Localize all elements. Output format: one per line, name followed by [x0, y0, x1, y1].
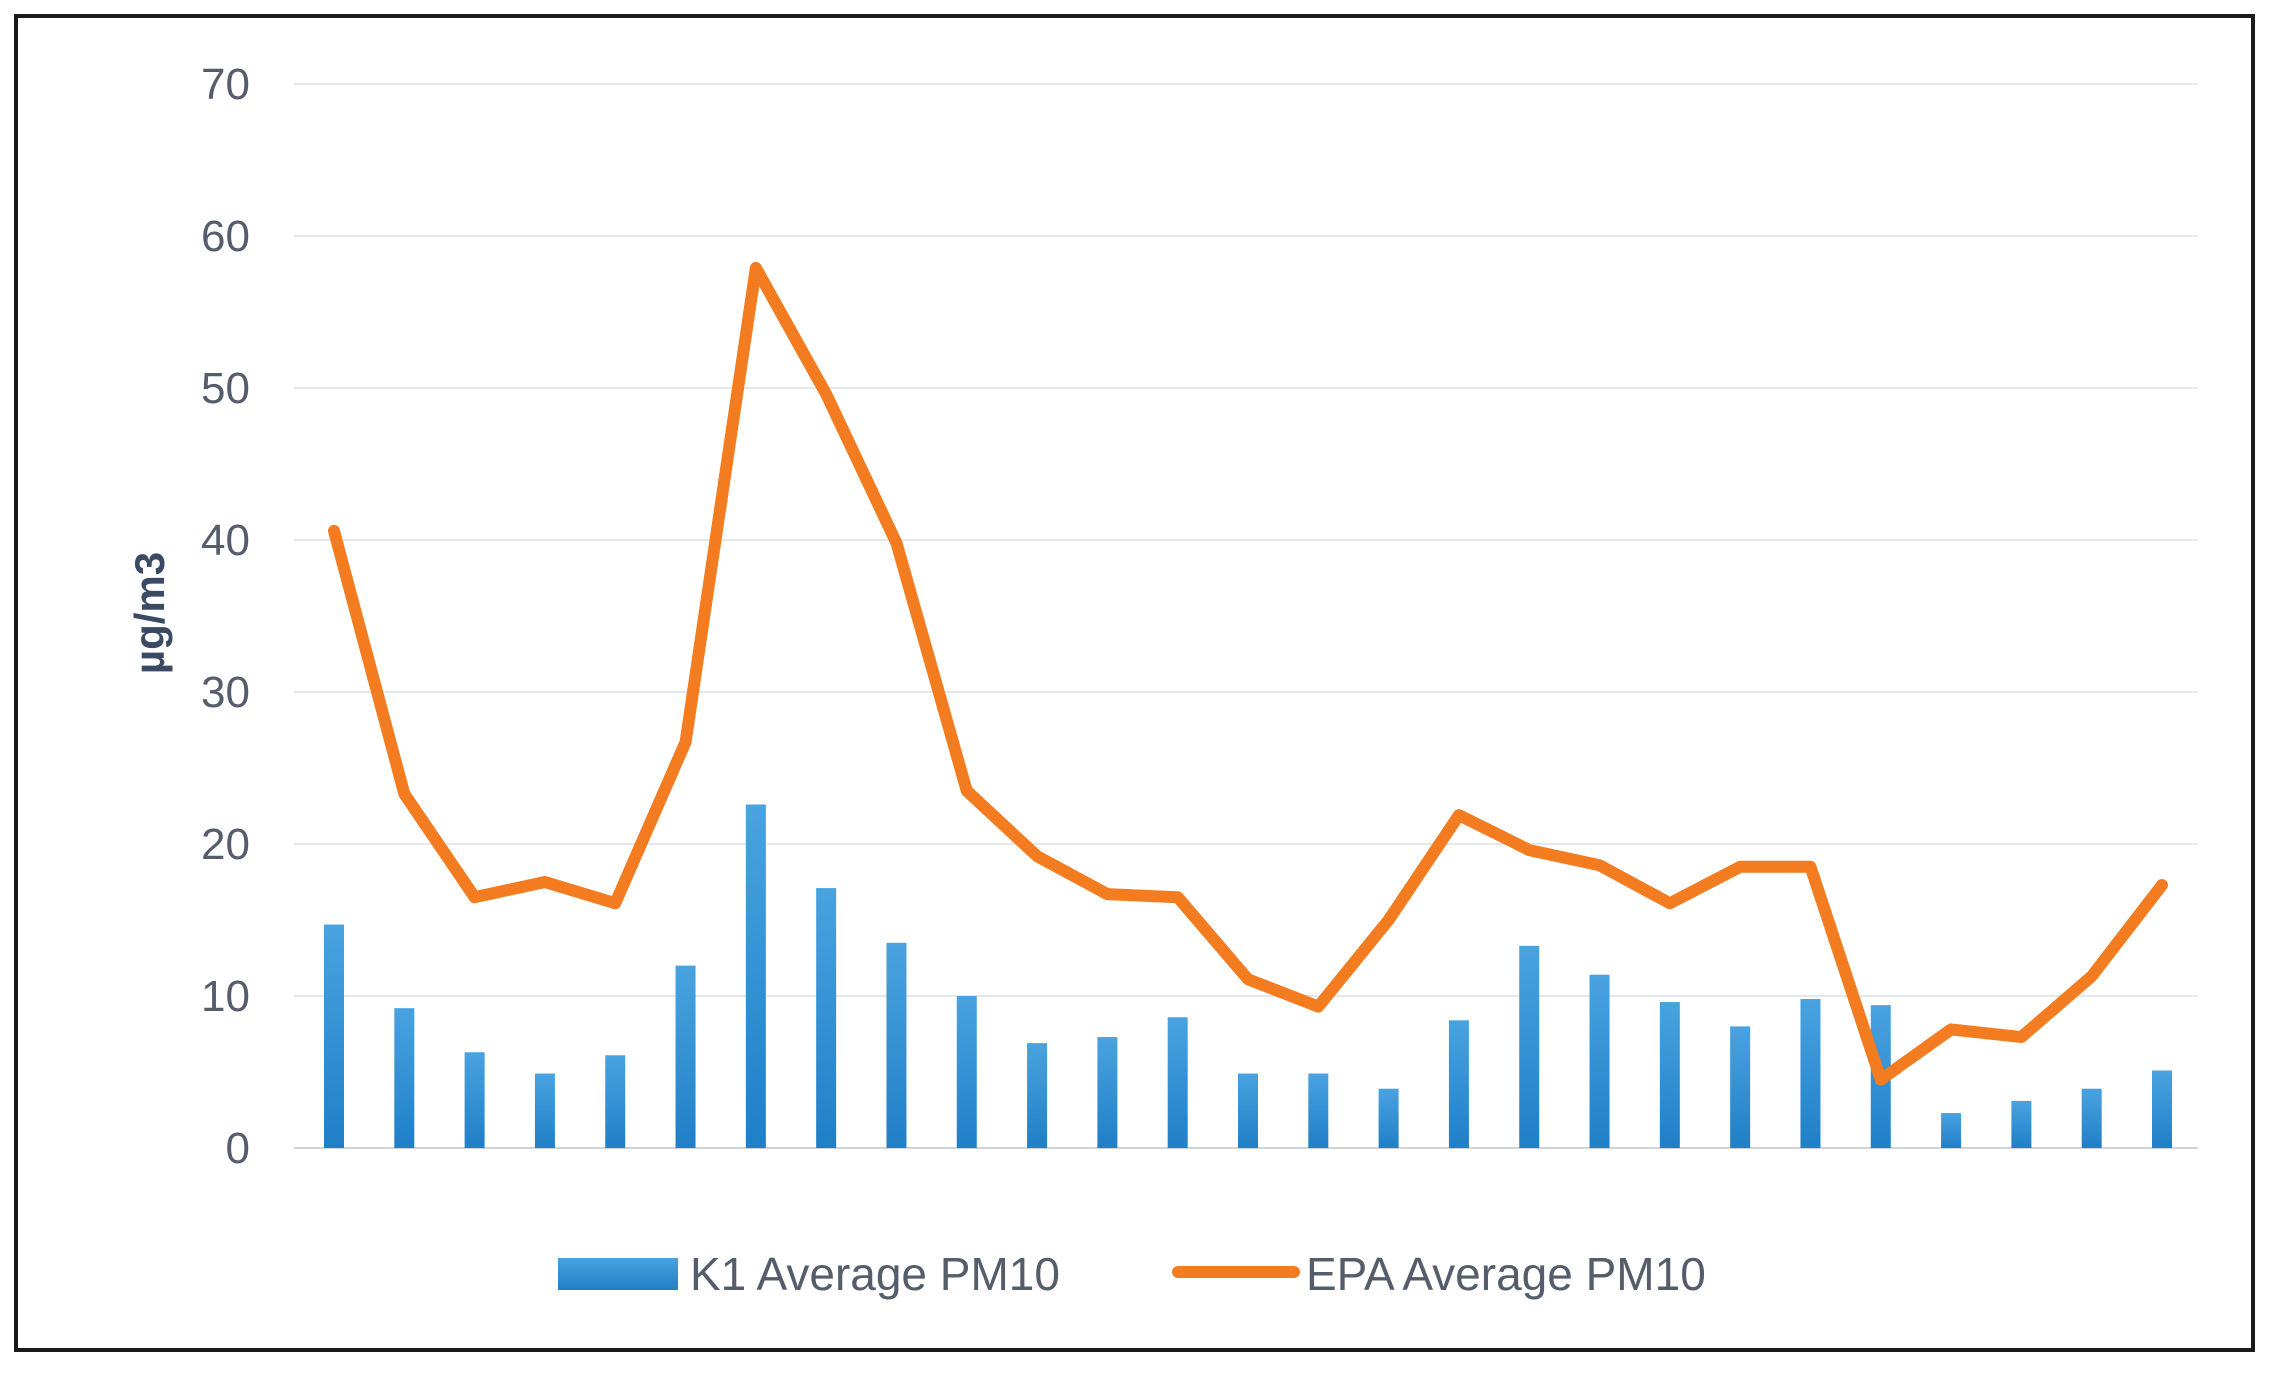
line-epa-average-pm10: [328, 261, 2168, 1086]
bar-k1-2: [394, 1008, 415, 1148]
bar-k1-7: [745, 804, 766, 1148]
bar-k1-1: [324, 924, 344, 1148]
bar-k1-13: [1167, 1017, 1188, 1148]
bar-k1-17: [1448, 1020, 1469, 1148]
y-tick-label: 40: [201, 516, 250, 565]
bar-k1-10: [956, 996, 977, 1148]
y-tick-label: 60: [201, 212, 250, 261]
bar-k1-8: [816, 888, 837, 1148]
bar-k1-19: [1589, 974, 1610, 1148]
chart-frame: 0 10 20 30 40 50 60 70 µg/m3 K1 Average PM10 EP…: [14, 14, 2255, 1352]
bar-k1-3: [464, 1052, 485, 1148]
bar-k1-11: [1027, 1043, 1048, 1148]
y-axis-label: µg/m3: [126, 552, 173, 674]
bar-k1-5: [605, 1055, 626, 1148]
y-tick-label: 30: [201, 668, 250, 717]
bar-k1-16: [1378, 1088, 1399, 1148]
line-series: [328, 261, 2168, 1086]
bar-k1-6: [675, 965, 696, 1148]
bar-k1-22: [1800, 999, 1821, 1148]
y-tick-label: 50: [201, 364, 250, 413]
chart-svg: 0 10 20 30 40 50 60 70 µg/m3 K1 Average PM10 EP…: [126, 60, 2198, 1300]
y-tick-label: 10: [201, 972, 250, 1021]
bar-k1-4: [534, 1073, 555, 1148]
bar-k1-18: [1519, 945, 1540, 1148]
bar-k1-15: [1308, 1073, 1329, 1148]
bar-k1-21: [1730, 1026, 1751, 1148]
grid-layer: [294, 83, 2198, 1149]
bar-k1-26: [2081, 1088, 2102, 1148]
legend: K1 Average PM10 EPA Average PM10: [558, 1248, 1706, 1300]
bar-k1-14: [1238, 1073, 1258, 1148]
bar-k1-27: [2152, 1070, 2172, 1148]
legend-bar-swatch: [558, 1258, 678, 1290]
bar-k1-9: [886, 942, 907, 1148]
bar-k1-25: [2011, 1100, 2032, 1148]
y-tick-label: 0: [226, 1124, 250, 1173]
bar-k1-20: [1659, 1002, 1680, 1148]
legend-line-label: EPA Average PM10: [1306, 1248, 1706, 1300]
y-axis-ticks: 0 10 20 30 40 50 60 70: [201, 60, 250, 1173]
bar-k1-12: [1097, 1037, 1118, 1148]
bar-k1-24: [1941, 1113, 1962, 1148]
y-tick-label: 20: [201, 820, 250, 869]
y-tick-label: 70: [201, 60, 250, 109]
legend-bar-label: K1 Average PM10: [690, 1248, 1060, 1300]
